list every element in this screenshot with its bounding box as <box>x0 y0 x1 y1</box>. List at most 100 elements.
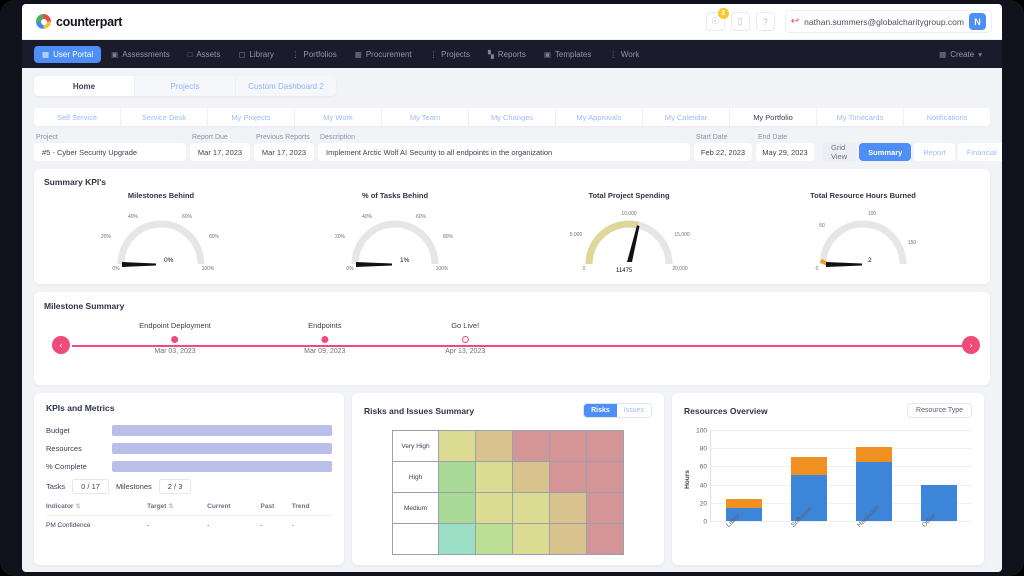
report-due-value[interactable]: Mar 17, 2023 <box>190 143 250 161</box>
tab-custom-dashboard-2[interactable]: Custom Dashboard 2 <box>236 76 336 96</box>
heatmap-cell[interactable] <box>512 461 550 493</box>
bell-icon[interactable]: ☉ 2 <box>705 8 729 31</box>
gauge-title: % of Tasks Behind <box>361 191 429 200</box>
table-row[interactable]: PM Confidence - - - - <box>46 516 332 529</box>
subtab-my-changes[interactable]: My Changes <box>469 108 556 126</box>
col-past[interactable]: Past <box>260 503 292 516</box>
risk-heatmap: Very High High <box>364 430 652 555</box>
heatmap-cell[interactable] <box>475 492 513 524</box>
resource-type-filter[interactable]: Resource Type <box>907 403 972 418</box>
gauge-tick-3: 15,000 <box>674 232 690 238</box>
heatmap-cell[interactable] <box>549 523 587 555</box>
col-current[interactable]: Current <box>207 503 261 516</box>
gauge-tick-0: 0 <box>816 266 819 272</box>
toggle-issues[interactable]: Issues <box>616 404 651 417</box>
report-due-field: Report Due Mar 17, 2023 <box>190 134 250 161</box>
bar-segment-planned <box>790 474 827 521</box>
subtab-my-approvals[interactable]: My Approvals <box>556 108 643 126</box>
subtab-my-calendar[interactable]: My Calendar <box>643 108 730 126</box>
subtab-notifications[interactable]: Notifications <box>904 108 990 126</box>
heatmap-cell[interactable] <box>586 461 624 493</box>
heatmap-cell[interactable] <box>586 430 624 462</box>
heatmap-cell[interactable] <box>586 492 624 524</box>
bar-stack[interactable] <box>790 430 827 521</box>
y-tick: 60 <box>699 463 707 471</box>
heatmap-cell[interactable] <box>549 430 587 462</box>
milestone-date: Apr 13, 2023 <box>445 348 486 355</box>
heatmap-cell[interactable] <box>438 492 476 524</box>
end-date-value[interactable]: May 29, 2023 <box>756 143 814 161</box>
brand-logo[interactable]: counterpart <box>36 14 122 29</box>
y-tick: 40 <box>699 482 707 490</box>
milestones-label: Milestones <box>115 482 152 491</box>
heatmap-cell[interactable] <box>475 461 513 493</box>
col-target[interactable]: Target ⇅ <box>147 503 208 516</box>
col-indicator[interactable]: Indicator ⇅ <box>46 503 148 516</box>
user-chip[interactable]: ↩ nathan.summers@globalcharitygroup.com … <box>784 10 992 33</box>
view-summary-button[interactable]: Summary <box>859 143 912 161</box>
subtab-my-team[interactable]: My Team <box>382 108 469 126</box>
subtab-self-service[interactable]: Self Service <box>34 108 121 126</box>
nav-item-procurement[interactable]: ▦ Procurement <box>347 46 420 63</box>
page-content: Home Projects Custom Dashboard 2 Self Se… <box>22 68 1002 565</box>
subtab-my-timecards[interactable]: My Timecards <box>817 108 904 126</box>
heatmap-cell[interactable] <box>549 461 587 493</box>
heatmap-cell[interactable] <box>586 523 624 555</box>
heatmap-cell[interactable] <box>438 523 476 555</box>
milestone-node[interactable]: Go Live! Apr 13, 2023 <box>445 321 485 355</box>
view-grid-button[interactable]: Grid View <box>822 143 857 161</box>
heatmap-cell[interactable] <box>475 430 513 462</box>
chevron-left-icon[interactable]: ‹ <box>52 336 70 354</box>
subtab-my-projects[interactable]: My Projects <box>208 108 295 126</box>
previous-reports-value[interactable]: Mar 17, 2023 <box>254 143 314 161</box>
portal-subtabs: Self Service Service Desk My Projects My… <box>34 108 990 126</box>
indicators-table: Indicator ⇅ Target ⇅ Current Past Trend PM… <box>46 503 332 529</box>
nav-item-work[interactable]: ⋮ Work <box>601 46 647 63</box>
tab-projects[interactable]: Projects <box>135 76 236 96</box>
bar-stack[interactable] <box>725 430 762 521</box>
nav-item-reports[interactable]: ▚ Reports <box>480 46 534 63</box>
create-label: Create <box>950 49 975 59</box>
nav-label: Procurement <box>365 49 412 59</box>
subtab-my-portfolio[interactable]: My Portfolio <box>730 108 817 126</box>
toggle-risks[interactable]: Risks <box>584 404 617 417</box>
col-label: Target <box>147 503 167 510</box>
nav-item-assessments[interactable]: ▣ Assessments <box>103 46 178 63</box>
view-financial-button[interactable]: Financial <box>957 143 1002 161</box>
project-label: Project <box>36 134 58 141</box>
project-select[interactable]: #5 - Cyber Security Upgrade <box>34 143 186 161</box>
view-report-button[interactable]: Report <box>914 143 955 161</box>
description-value[interactable]: Implement Arctic Wolf AI Security to all… <box>318 143 690 161</box>
milestone-node[interactable]: Endpoints Mar 09, 2023 <box>304 321 345 355</box>
milestone-name: Endpoint Deployment <box>139 321 211 330</box>
bar-stack[interactable] <box>856 430 893 521</box>
heatmap-cell[interactable] <box>475 523 513 555</box>
nav-item-user-portal[interactable]: ▦ User Portal <box>34 45 102 63</box>
subtab-service-desk[interactable]: Service Desk <box>121 108 208 126</box>
help-icon[interactable]: ? <box>755 12 775 31</box>
subtab-my-work[interactable]: My Work <box>295 108 382 126</box>
heatmap-cell[interactable] <box>438 430 476 462</box>
create-button[interactable]: ▦ Create ▾ <box>931 46 990 63</box>
avatar[interactable]: N <box>969 13 986 30</box>
heatmap-cell[interactable] <box>549 492 587 524</box>
chat-icon[interactable]: ▯ <box>730 12 750 31</box>
nav-item-projects[interactable]: ⋮ Projects <box>422 46 478 63</box>
start-date-value[interactable]: Feb 22, 2023 <box>694 143 752 161</box>
bar-stack[interactable] <box>921 430 958 521</box>
heatmap-cell[interactable] <box>512 430 550 462</box>
gauge-tick-1: 20% <box>101 234 112 240</box>
nav-label: Reports <box>497 49 526 59</box>
chevron-right-icon[interactable]: › <box>962 336 980 354</box>
heatmap-cell[interactable] <box>512 523 550 555</box>
col-trend[interactable]: Trend <box>291 503 332 516</box>
nav-item-portfolios[interactable]: ⋮ Portfolios <box>284 46 345 63</box>
nav-item-library[interactable]: ▢ Library <box>230 46 282 63</box>
col-label: Indicator <box>46 503 74 510</box>
milestone-node[interactable]: Endpoint Deployment Mar 03, 2023 <box>139 321 211 355</box>
nav-item-templates[interactable]: ▣ Templates <box>536 46 600 63</box>
nav-item-assets[interactable]: □ Assets <box>180 46 229 63</box>
tab-home[interactable]: Home <box>34 76 135 96</box>
heatmap-cell[interactable] <box>512 492 550 524</box>
heatmap-cell[interactable] <box>438 461 476 493</box>
